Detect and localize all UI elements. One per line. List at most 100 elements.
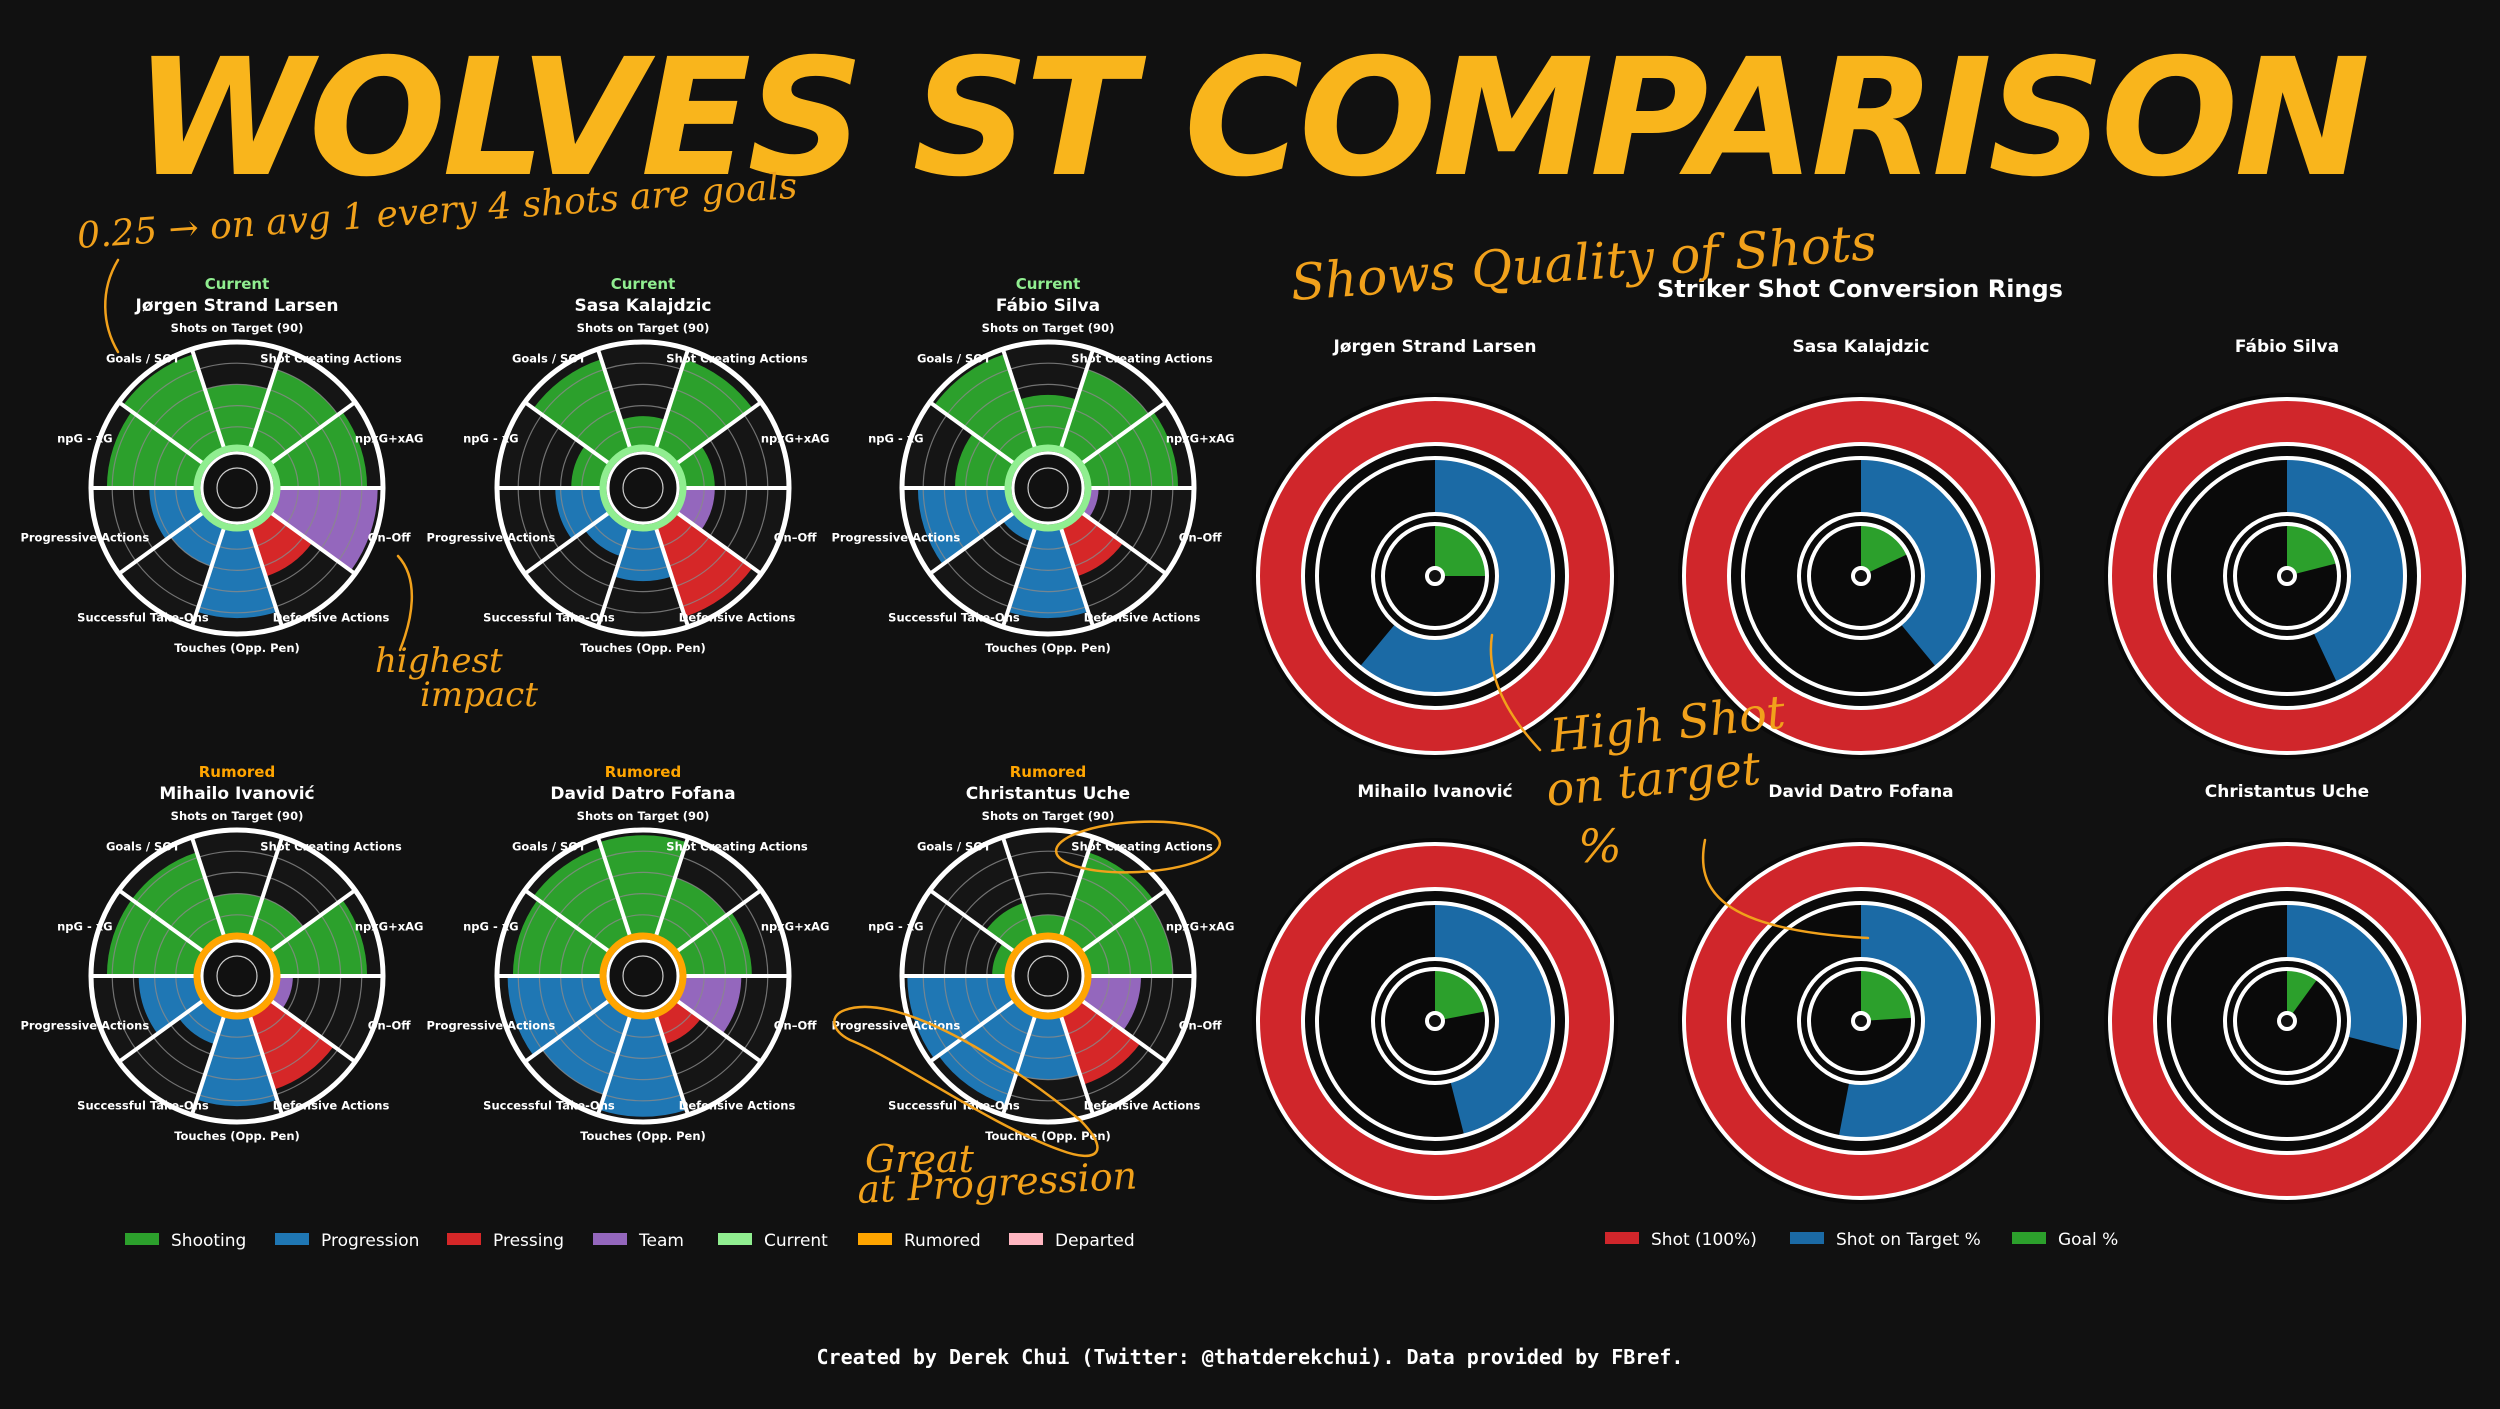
pizza-chart: Rumored Mihailo Ivanović Shots on Target (… <box>20 763 423 1143</box>
shot-ring <box>1683 843 2039 1199</box>
pizza-label-touches-opp-pen: Touches (Opp. Pen) <box>174 1129 300 1143</box>
annotation-arrow-sot-top <box>1489 633 1542 752</box>
conversion-ring-chart: Jørgen Strand Larsen <box>1252 337 1618 759</box>
pizza-wedge-shots-on-target <box>620 416 666 450</box>
pizza-spoke <box>1000 836 1038 939</box>
pizza-spoke <box>523 997 612 1064</box>
pizza-center-dot <box>1027 955 1069 997</box>
pizza-label-defensive-actions: Defensive Actions <box>273 1098 390 1112</box>
pizza-label-successful-take-ons: Successful Take-Ons <box>888 610 1020 624</box>
player-name: Fábio Silva <box>996 296 1100 316</box>
ring-outline <box>2153 887 2421 1155</box>
pizza-label-touches-opp-pen: Touches (Opp. Pen) <box>985 641 1111 655</box>
pizza-label-on-off: On–Off <box>368 530 411 544</box>
pizza-wedge-on-off <box>269 976 293 1009</box>
legend-label-rumored: Rumored <box>904 1231 981 1251</box>
legend-swatch-progression <box>275 1233 309 1245</box>
pizza-wedge-on-off <box>269 488 378 571</box>
pizza-label-npg-minus-xg: npG - xG <box>868 432 924 446</box>
ring-player-name: Christantus Uche <box>2205 782 2369 802</box>
pizza-label-goals-per-sot: Goals / SOT <box>917 840 991 854</box>
player-name: Jørgen Strand Larsen <box>135 296 339 316</box>
pizza-chart: Rumored David Datro Fofana Shots on Target… <box>426 763 829 1143</box>
ring-outline <box>1301 887 1569 1155</box>
pizza-label-shot-creating-actions: Shot Creating Actions <box>1071 352 1213 366</box>
annotation-arrow-conversion <box>104 258 120 354</box>
pizza-outer-ring <box>899 339 1197 637</box>
pizza-spoke <box>1058 836 1096 939</box>
pizza-spoke <box>189 348 227 451</box>
pizza-wedge-successful-take-ons <box>170 511 225 567</box>
pizza-wedge-touches-opp-pen <box>196 1014 278 1107</box>
pizza-label-shot-creating-actions: Shot Creating Actions <box>260 352 402 366</box>
pizza-wedge-touches-opp-pen <box>1007 526 1089 619</box>
pizza-status-ring <box>193 932 281 1020</box>
pizza-label-shot-creating-actions: Shot Creating Actions <box>666 840 808 854</box>
ring-player-name: David Datro Fofana <box>1768 782 1953 802</box>
pizza-label-npxg-xag: npxG+xAG <box>761 920 830 934</box>
ring-player-name: Jørgen Strand Larsen <box>1333 337 1537 357</box>
ring-outline <box>1256 397 1614 755</box>
pizza-spoke <box>653 525 691 628</box>
pizza-center-ring <box>1011 939 1085 1013</box>
pizza-label-shot-creating-actions: Shot Creating Actions <box>666 352 808 366</box>
pizza-wedge-shots-on-target <box>599 835 687 938</box>
pizza-label-npxg-xag: npxG+xAG <box>1166 432 1235 446</box>
player-name: Mihailo Ivanović <box>159 784 314 804</box>
annotation-arrow-sot-bottom <box>1701 838 1870 940</box>
pizza-wedge-npg-minus-xg <box>106 411 205 488</box>
ring-outline <box>1371 957 1499 1085</box>
rings-title: Striker Shot Conversion Rings <box>1657 275 2063 303</box>
legend-label-shooting: Shooting <box>171 1231 246 1251</box>
legend-label-current: Current <box>764 1231 828 1251</box>
ring-outline <box>1727 442 1995 710</box>
pizza-spoke <box>247 836 285 939</box>
pizza-wedge-npg-minus-xg <box>106 899 205 976</box>
pizza-wedge-npxg-xag <box>1080 411 1179 488</box>
ring-outline <box>1741 456 1981 696</box>
pizza-wedge-touches-opp-pen <box>614 526 672 581</box>
pizza-label-defensive-actions: Defensive Actions <box>1084 1098 1201 1112</box>
ring-outline <box>2108 397 2466 755</box>
legend-swatch-shot_on_target <box>1790 1232 1824 1244</box>
pizza-wedge-npg-minus-xg <box>571 445 611 488</box>
pizza-label-defensive-actions: Defensive Actions <box>1084 610 1201 624</box>
pizza-label-on-off: On–Off <box>774 1018 817 1032</box>
shot-on-target-arc <box>1316 457 1554 695</box>
main-title: WOLVES ST COMPARISON <box>133 25 2370 213</box>
pizza-label-shots-on-target: Shots on Target (90) <box>577 321 710 335</box>
pizza-wedge-on-off <box>1080 976 1141 1031</box>
ring-outline <box>1797 512 1925 640</box>
pizza-wedge-shots-on-target <box>211 893 263 938</box>
pizza-spoke <box>117 400 206 467</box>
pizza-label-on-off: On–Off <box>1179 530 1222 544</box>
pizza-wedge-npg-minus-xg <box>512 899 611 976</box>
pizza-spoke <box>117 997 206 1064</box>
pizza-spoke <box>1000 348 1038 451</box>
pizza-center-ring <box>1011 451 1085 525</box>
conversion-ring-chart: David Datro Fofana <box>1678 782 2044 1204</box>
pizza-label-defensive-actions: Defensive Actions <box>273 610 390 624</box>
pizza-spoke <box>247 525 285 628</box>
pizza-spoke <box>523 509 612 576</box>
ring-center-dot <box>1851 566 1871 586</box>
legend-swatch-shot <box>1605 1232 1639 1244</box>
pizza-wedge-npxg-xag <box>675 445 715 488</box>
pizza-wedge-goals-per-sot <box>533 847 631 953</box>
conversion-ring-chart: Mihailo Ivanović <box>1252 782 1618 1204</box>
pizza-wedge-progressive-actions <box>138 976 205 1034</box>
pizza-wedge-defensive-actions <box>249 999 334 1090</box>
goal-wedge <box>1861 524 1909 576</box>
pizza-label-touches-opp-pen: Touches (Opp. Pen) <box>580 1129 706 1143</box>
annotation-circle-sca <box>1054 820 1222 874</box>
legend-label-team: Team <box>638 1231 684 1251</box>
pizza-wedge-on-off <box>675 488 715 531</box>
legend-swatch-goal <box>2012 1232 2046 1244</box>
ring-outline <box>1371 512 1499 640</box>
pizza-center-dot <box>622 467 664 509</box>
pizza-label-defensive-actions: Defensive Actions <box>679 610 796 624</box>
pizza-label-shots-on-target: Shots on Target (90) <box>982 321 1115 335</box>
player-name: Sasa Kalajdzic <box>575 296 712 316</box>
pizza-wedge-shot-creating-actions <box>655 359 753 465</box>
pizza-label-npg-minus-xg: npG - xG <box>868 920 924 934</box>
